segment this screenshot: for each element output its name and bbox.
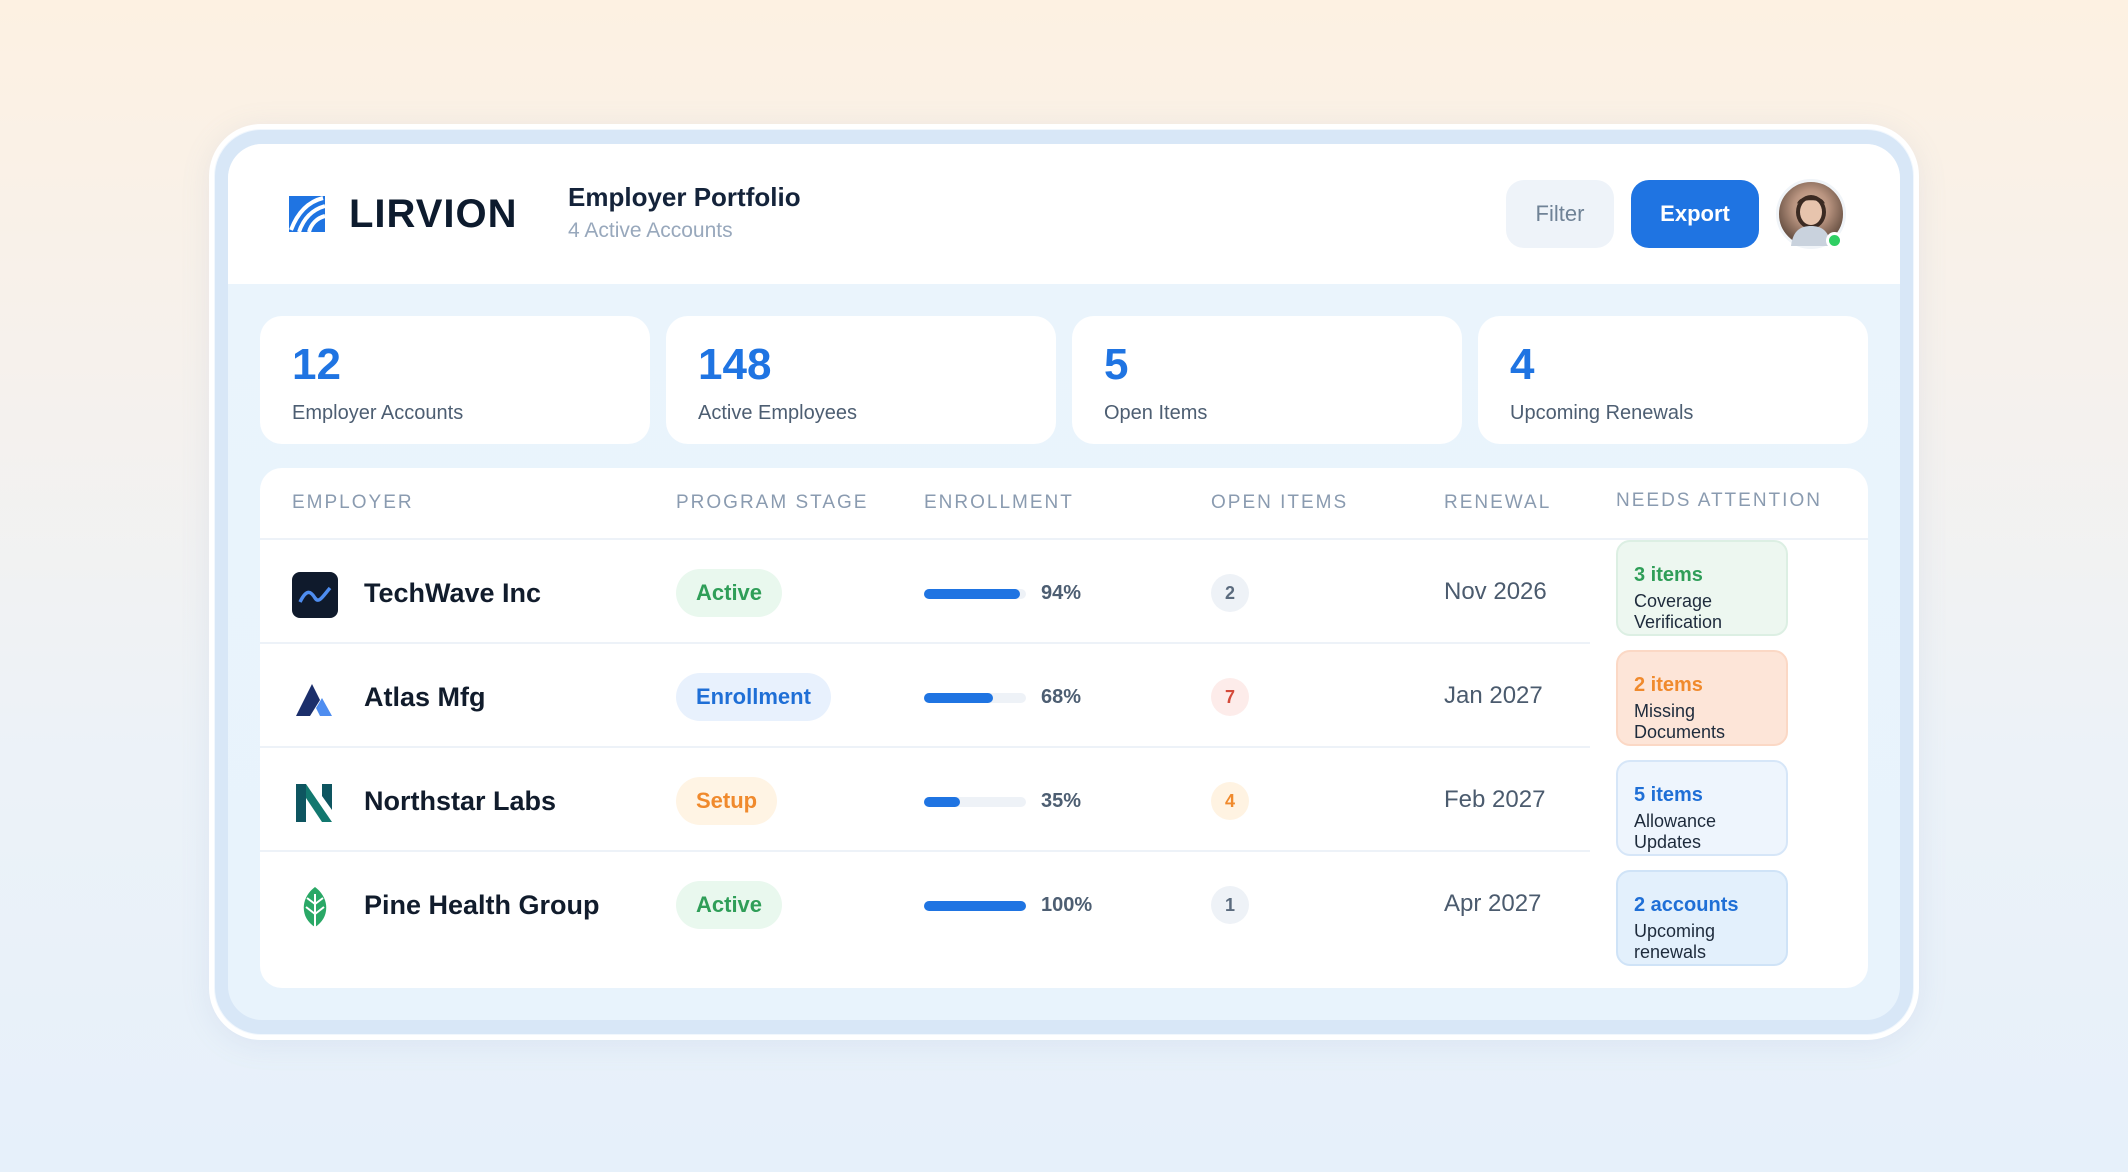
page-subtitle: 4 Active Accounts bbox=[568, 219, 733, 242]
stat-card-employer-accounts: 12 Employer Accounts bbox=[260, 316, 650, 444]
brand-name: LIRVION bbox=[349, 191, 518, 236]
renewal-date: Jan 2027 bbox=[1444, 682, 1543, 709]
stat-label: Upcoming Renewals bbox=[1510, 402, 1694, 424]
column-header-needs-attention: NEEDS ATTENTION bbox=[1616, 490, 1822, 511]
enrollment-percent: 68% bbox=[1041, 686, 1082, 708]
enrollment-bar-fill bbox=[924, 693, 994, 703]
filter-button[interactable]: Filter bbox=[1506, 180, 1614, 248]
stat-value: 4 bbox=[1510, 340, 1535, 389]
open-items-count[interactable]: 7 bbox=[1211, 678, 1249, 716]
atlas-logo-icon bbox=[296, 684, 332, 716]
attention-text: Missing Documents bbox=[1634, 701, 1726, 742]
title-block: Employer Portfolio 4 Active Accounts bbox=[568, 182, 801, 243]
stat-label: Employer Accounts bbox=[292, 402, 464, 424]
open-items-count[interactable]: 4 bbox=[1211, 782, 1249, 820]
stat-label: Active Employees bbox=[698, 402, 857, 424]
stage-badge: Setup bbox=[676, 777, 778, 825]
enrollment-bar bbox=[924, 693, 1026, 703]
stage-badge: Enrollment bbox=[676, 673, 831, 721]
lirvion-logo-icon bbox=[289, 196, 326, 233]
attention-count: 3 items bbox=[1634, 564, 1703, 586]
employer-name[interactable]: TechWave Inc bbox=[364, 578, 542, 608]
attention-card-allowance-updates[interactable]: 5 items Allowance Updates bbox=[1616, 760, 1788, 856]
enrollment-percent: 94% bbox=[1041, 582, 1082, 604]
enrollment-bar bbox=[924, 589, 1026, 599]
brand-logo[interactable]: LIRVION bbox=[283, 190, 518, 238]
attention-count: 2 items bbox=[1634, 674, 1703, 696]
enrollment-bar bbox=[924, 901, 1026, 911]
stat-value: 148 bbox=[698, 340, 772, 389]
employer-table: EMPLOYER PROGRAM STAGE ENROLLMENT OPEN I… bbox=[260, 468, 1868, 988]
enrollment-bar-fill bbox=[924, 901, 1026, 911]
employer-name[interactable]: Atlas Mfg bbox=[364, 682, 486, 712]
attention-text: Allowance Updates bbox=[1634, 811, 1717, 852]
dashboard-card: LIRVION Employer Portfolio 4 Active Acco… bbox=[228, 144, 1900, 1020]
enrollment-percent: 35% bbox=[1041, 790, 1082, 812]
attention-card-upcoming-renewals[interactable]: 2 accounts Upcoming renewals bbox=[1616, 870, 1788, 966]
renewal-date: Apr 2027 bbox=[1444, 890, 1542, 917]
attention-count: 5 items bbox=[1634, 784, 1703, 806]
stat-value: 5 bbox=[1104, 340, 1129, 389]
open-items-count[interactable]: 2 bbox=[1211, 574, 1249, 612]
stat-value: 12 bbox=[292, 340, 341, 389]
northstar-logo-icon bbox=[296, 784, 332, 822]
column-header-open-items[interactable]: OPEN ITEMS bbox=[1211, 492, 1349, 513]
row-divider bbox=[260, 642, 1590, 644]
attention-text: Coverage Verification bbox=[1634, 591, 1723, 632]
enrollment-bar-fill bbox=[924, 589, 1020, 599]
stage-badge: Active bbox=[676, 569, 783, 617]
row-divider bbox=[260, 746, 1590, 748]
attention-count: 2 accounts bbox=[1634, 894, 1739, 916]
attention-card-missing-documents[interactable]: 2 items Missing Documents bbox=[1616, 650, 1788, 746]
header-divider bbox=[260, 538, 1868, 540]
page-title: Employer Portfolio bbox=[568, 182, 801, 212]
enrollment-percent: 100% bbox=[1041, 894, 1093, 916]
pine-leaf-logo-icon bbox=[303, 887, 327, 927]
renewal-date: Nov 2026 bbox=[1444, 578, 1547, 605]
stat-card-active-employees: 148 Active Employees bbox=[666, 316, 1056, 444]
employer-name[interactable]: Northstar Labs bbox=[364, 786, 557, 816]
employer-name[interactable]: Pine Health Group bbox=[364, 890, 600, 920]
attention-card-coverage-verification[interactable]: 3 items Coverage Verification bbox=[1616, 540, 1788, 636]
enrollment-bar-fill bbox=[924, 797, 960, 807]
stage-badge: Active bbox=[676, 881, 783, 929]
column-header-employer[interactable]: EMPLOYER bbox=[292, 492, 414, 513]
row-divider bbox=[260, 850, 1590, 852]
column-header-program-stage[interactable]: PROGRAM STAGE bbox=[676, 492, 869, 513]
online-status-icon bbox=[1826, 232, 1843, 249]
open-items-count[interactable]: 1 bbox=[1211, 886, 1249, 924]
stat-card-upcoming-renewals: 4 Upcoming Renewals bbox=[1478, 316, 1868, 444]
user-avatar-icon bbox=[1791, 195, 1831, 246]
table-row[interactable]: Pine Health Group Active 100% 1 Apr 2027 bbox=[260, 852, 1590, 956]
header: LIRVION Employer Portfolio 4 Active Acco… bbox=[228, 144, 1900, 284]
attention-text: Upcoming renewals bbox=[1634, 921, 1716, 962]
enrollment-bar bbox=[924, 797, 1026, 807]
column-header-renewal[interactable]: RENEWAL bbox=[1444, 492, 1552, 513]
table-row[interactable]: Northstar Labs Setup 35% 4 Feb 2027 bbox=[260, 748, 1590, 852]
techwave-logo-icon bbox=[292, 572, 338, 618]
table-row[interactable]: Atlas Mfg Enrollment 68% 7 Jan 2027 bbox=[260, 644, 1590, 748]
stat-card-open-items: 5 Open Items bbox=[1072, 316, 1462, 444]
export-button[interactable]: Export bbox=[1631, 180, 1759, 248]
stat-label: Open Items bbox=[1104, 402, 1208, 424]
renewal-date: Feb 2027 bbox=[1444, 786, 1546, 813]
column-header-enrollment[interactable]: ENROLLMENT bbox=[924, 492, 1074, 513]
table-row[interactable]: TechWave Inc Active 94% 2 Nov 2026 bbox=[260, 540, 1590, 644]
